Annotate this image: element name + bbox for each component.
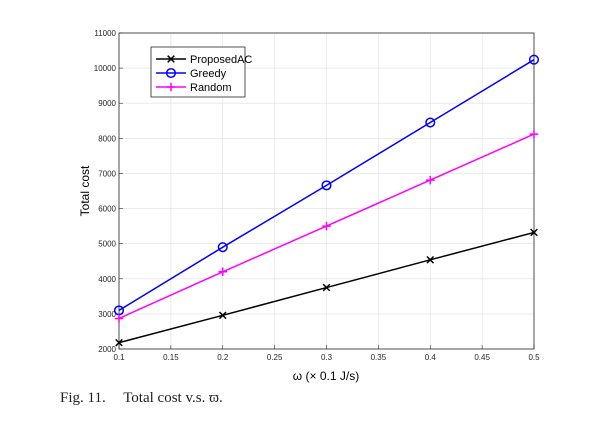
y-tick-label: 6000 bbox=[98, 205, 116, 214]
caption-text: Total cost v.s. ϖ. bbox=[123, 390, 223, 406]
data-point-random bbox=[114, 314, 124, 323]
y-axis-label: Total cost bbox=[78, 165, 92, 216]
data-point-random bbox=[529, 129, 539, 139]
x-axis-label: ω (× 0.1 J/s) bbox=[293, 369, 359, 383]
y-tick-label: 11000 bbox=[94, 29, 116, 38]
x-tick-label: 0.25 bbox=[267, 353, 283, 362]
data-point-random bbox=[322, 221, 331, 231]
x-tick-label: 0.45 bbox=[474, 353, 490, 362]
data-point-greedy bbox=[425, 117, 436, 128]
series-layer bbox=[113, 54, 540, 347]
y-tick-label: 4000 bbox=[98, 275, 116, 284]
x-tick-label: 0.2 bbox=[217, 353, 229, 362]
series-proposedac bbox=[115, 228, 538, 347]
legend-label-proposedac: ProposedAC bbox=[190, 54, 252, 66]
data-point-proposedac bbox=[530, 228, 538, 237]
data-point-random bbox=[425, 175, 435, 185]
y-axis: 2000 3000 4000 5000 6000 7000 8000 9000 10000 110… bbox=[94, 29, 123, 354]
y-tick-label: 5000 bbox=[98, 240, 116, 249]
legend-marker-random bbox=[166, 82, 176, 92]
legend-marker-proposedac bbox=[167, 55, 175, 63]
y-tick-label: 9000 bbox=[98, 99, 116, 108]
series-random bbox=[114, 129, 539, 323]
data-point-greedy bbox=[528, 54, 540, 65]
legend-entry-proposedac: ProposedAC bbox=[156, 54, 252, 66]
y-tick-label: 8000 bbox=[98, 134, 116, 143]
series-line-greedy bbox=[118, 59, 535, 312]
legend-label-greedy: Greedy bbox=[190, 68, 227, 80]
x-tick-label: 0.5 bbox=[528, 353, 540, 362]
data-point-proposedac bbox=[218, 311, 227, 320]
data-point-proposedac bbox=[322, 283, 331, 292]
legend-marker-greedy bbox=[165, 67, 177, 79]
legend-label-random: Random bbox=[190, 82, 232, 94]
y-tick-label: 2000 bbox=[98, 345, 116, 354]
x-axis: 0.1 0.15 0.2 0.25 0.3 0.35 0.4 0.45 0.5 bbox=[113, 345, 540, 362]
grid-lines bbox=[118, 32, 535, 350]
data-point-proposedac bbox=[115, 338, 123, 347]
y-tick-label: 3000 bbox=[98, 310, 116, 319]
data-point-random bbox=[218, 267, 228, 277]
x-tick-label: 0.4 bbox=[425, 353, 437, 362]
series-greedy bbox=[113, 54, 540, 316]
data-point-greedy bbox=[321, 180, 332, 191]
figure-number: Fig. 11. bbox=[60, 390, 106, 406]
y-tick-label: 7000 bbox=[98, 169, 116, 178]
x-tick-label: 0.15 bbox=[163, 353, 179, 362]
x-tick-label: 0.1 bbox=[113, 353, 125, 362]
x-tick-label: 0.35 bbox=[371, 353, 387, 362]
x-tick-label: 0.3 bbox=[321, 353, 333, 362]
data-point-proposedac bbox=[426, 255, 435, 264]
legend-entry-random: Random bbox=[156, 82, 232, 94]
line-chart: 0.1 0.15 0.2 0.25 0.3 0.35 0.4 0.45 0.5 2000 3000… bbox=[78, 29, 540, 383]
data-point-greedy bbox=[217, 242, 228, 253]
y-tick-label: 10000 bbox=[94, 64, 117, 73]
legend: ProposedAC Greedy Random bbox=[150, 46, 252, 98]
legend-entry-greedy: Greedy bbox=[156, 67, 227, 80]
figure-caption: Fig. 11. Total cost v.s. ϖ. bbox=[60, 390, 223, 407]
